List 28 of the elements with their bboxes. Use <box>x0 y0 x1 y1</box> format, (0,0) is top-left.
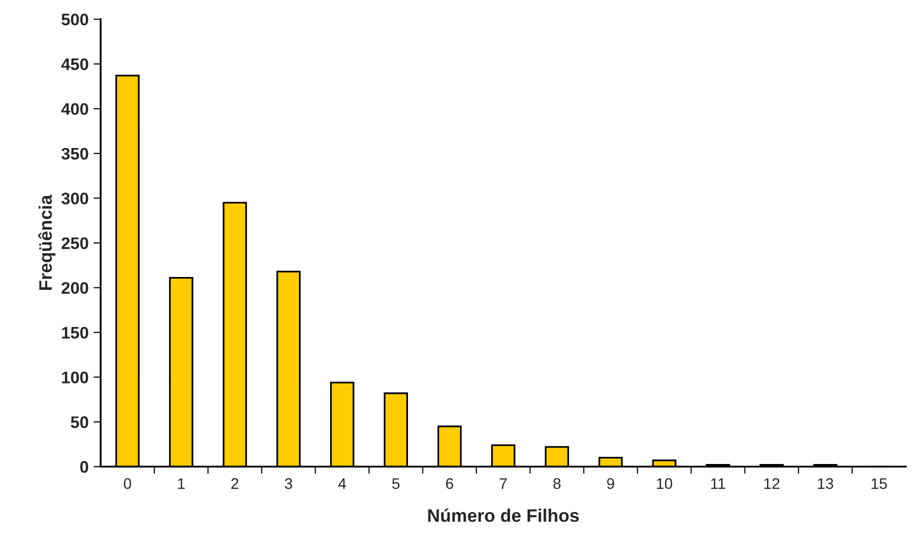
x-tick-label: 3 <box>284 478 292 489</box>
y-tick-label: 100 <box>62 372 88 384</box>
x-tick-label: 1 <box>178 478 185 489</box>
x-axis-title: Número de Filhos <box>428 508 579 522</box>
y-tick-label: 0 <box>80 461 88 473</box>
y-axis-title: Freqüência <box>38 194 56 290</box>
x-tick-label: 10 <box>656 478 672 489</box>
y-tick-label: 200 <box>62 282 88 294</box>
x-tick-label: 7 <box>500 478 507 489</box>
x-tick-label: 8 <box>553 478 561 489</box>
x-tick-label: 2 <box>231 478 238 489</box>
x-tick-label: 5 <box>392 478 400 489</box>
y-tick-label: 350 <box>61 148 88 160</box>
y-tick-label: 500 <box>62 14 88 26</box>
y-tick-label: 150 <box>62 326 88 339</box>
x-tick-label: 0 <box>124 478 132 489</box>
y-tick-label: 50 <box>70 416 88 428</box>
x-tick-label: 6 <box>446 478 454 489</box>
x-tick-label: 9 <box>607 478 614 489</box>
y-tick-label: 400 <box>61 103 88 115</box>
x-tick-label: 12 <box>764 478 780 489</box>
x-tick-label: 13 <box>818 478 834 489</box>
x-tick-label: 15 <box>872 478 887 489</box>
y-tick-label: 300 <box>61 192 88 204</box>
y-tick-label: 250 <box>62 237 88 250</box>
x-tick-label: 11 <box>711 478 726 489</box>
x-tick-label: 4 <box>338 478 346 489</box>
y-tick-label: 450 <box>61 58 88 70</box>
